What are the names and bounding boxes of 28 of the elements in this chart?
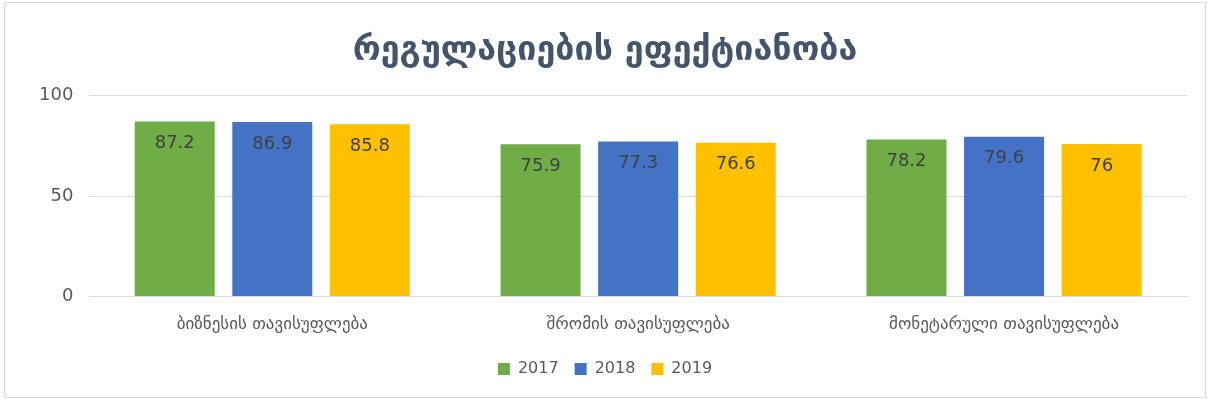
bar <box>964 136 1045 297</box>
data-label: 87.2 <box>154 131 195 153</box>
legend-label: 2019 <box>671 358 713 378</box>
data-label: 86.9 <box>252 131 293 153</box>
y-tick-label: 100 <box>39 83 74 105</box>
data-label: 78.2 <box>886 149 927 171</box>
x-tick-label: ბიზნესის თავისუფლება <box>176 313 368 334</box>
data-label: 77.3 <box>618 151 659 173</box>
bar <box>866 139 947 297</box>
bar <box>1061 143 1142 297</box>
bar <box>329 124 410 297</box>
legend-label: 2018 <box>594 358 636 378</box>
data-label: 76 <box>1090 153 1114 175</box>
y-tick-label: 0 <box>61 284 74 306</box>
x-tick-label: მონეტარული თავისუფლება <box>889 313 1120 334</box>
bar <box>134 121 215 297</box>
bar <box>695 142 776 297</box>
data-label: 85.8 <box>349 133 390 155</box>
data-label: 79.6 <box>984 146 1025 168</box>
bar <box>500 144 581 297</box>
data-label: 75.9 <box>520 153 561 175</box>
chart-title: რეგულაციების ეფექტიანობა <box>352 28 858 69</box>
bar <box>232 122 313 297</box>
data-label: 76.6 <box>715 152 756 174</box>
x-tick-label: შრომის თავისუფლება <box>546 313 730 334</box>
y-tick-label: 50 <box>50 183 74 205</box>
bar <box>598 141 679 297</box>
legend-label: 2017 <box>517 358 559 378</box>
